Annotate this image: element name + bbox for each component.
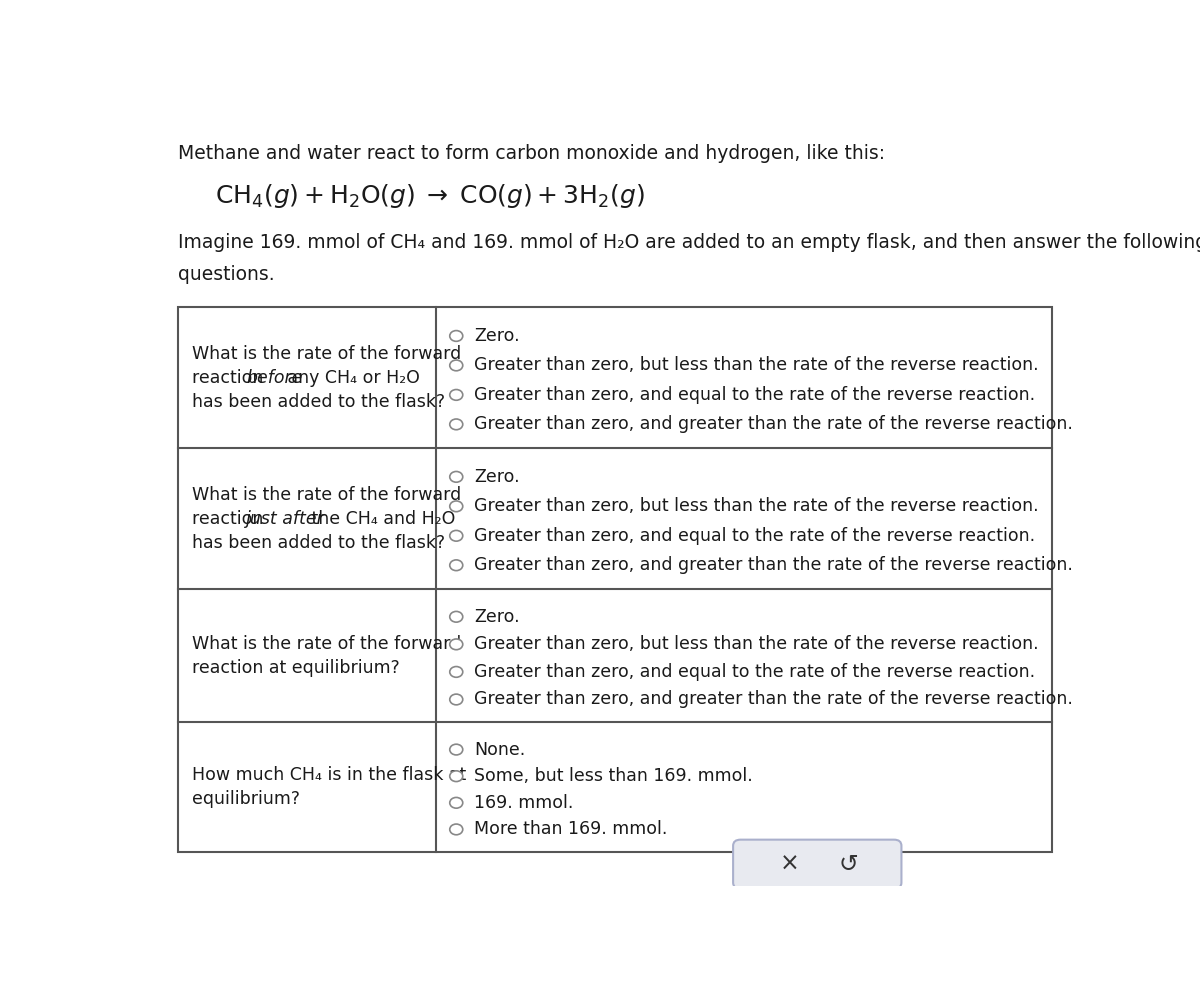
Text: reaction: reaction (192, 510, 269, 528)
Circle shape (450, 560, 463, 571)
Text: the CH₄ and H₂O: the CH₄ and H₂O (306, 510, 455, 528)
Text: What is the rate of the forward: What is the rate of the forward (192, 486, 461, 504)
Text: How much CH₄ is in the flask at: How much CH₄ is in the flask at (192, 766, 466, 784)
Circle shape (450, 666, 463, 677)
Text: Greater than zero, and equal to the rate of the reverse reaction.: Greater than zero, and equal to the rate… (474, 663, 1036, 681)
Circle shape (450, 798, 463, 808)
Text: ↺: ↺ (838, 853, 858, 876)
Text: Greater than zero, and equal to the rate of the reverse reaction.: Greater than zero, and equal to the rate… (474, 527, 1036, 545)
Text: just after: just after (246, 510, 325, 528)
Text: Greater than zero, and greater than the rate of the reverse reaction.: Greater than zero, and greater than the … (474, 556, 1073, 575)
Text: questions.: questions. (178, 265, 275, 284)
Text: has been added to the flask?: has been added to the flask? (192, 534, 445, 552)
Text: has been added to the flask?: has been added to the flask? (192, 392, 445, 410)
Text: $\mathregular{CH_4}(g)+\mathregular{H_2O}(g)\;\rightarrow\;\mathregular{CO}(g)+3: $\mathregular{CH_4}(g)+\mathregular{H_2O… (215, 182, 644, 210)
Text: any CH₄ or H₂O: any CH₄ or H₂O (282, 369, 420, 386)
Text: What is the rate of the forward: What is the rate of the forward (192, 345, 461, 364)
Text: reaction at equilibrium?: reaction at equilibrium? (192, 658, 400, 676)
Text: Greater than zero, and greater than the rate of the reverse reaction.: Greater than zero, and greater than the … (474, 690, 1073, 708)
Circle shape (450, 501, 463, 512)
Text: Greater than zero, and greater than the rate of the reverse reaction.: Greater than zero, and greater than the … (474, 415, 1073, 433)
Text: Greater than zero, but less than the rate of the reverse reaction.: Greater than zero, but less than the rat… (474, 635, 1038, 653)
Text: Some, but less than 169. mmol.: Some, but less than 169. mmol. (474, 767, 752, 785)
Circle shape (450, 612, 463, 622)
Text: Zero.: Zero. (474, 327, 520, 345)
Text: What is the rate of the forward: What is the rate of the forward (192, 634, 461, 653)
Text: before: before (246, 369, 302, 386)
Text: Imagine 169. mmol of CH₄ and 169. mmol of H₂O are added to an empty flask, and t: Imagine 169. mmol of CH₄ and 169. mmol o… (178, 233, 1200, 252)
Text: equilibrium?: equilibrium? (192, 790, 300, 808)
FancyBboxPatch shape (733, 840, 901, 888)
Text: Greater than zero, but less than the rate of the reverse reaction.: Greater than zero, but less than the rat… (474, 357, 1038, 374)
Text: ×: × (780, 853, 799, 876)
Text: Methane and water react to form carbon monoxide and hydrogen, like this:: Methane and water react to form carbon m… (178, 144, 886, 163)
Circle shape (450, 824, 463, 835)
Text: Greater than zero, but less than the rate of the reverse reaction.: Greater than zero, but less than the rat… (474, 497, 1038, 515)
Circle shape (450, 471, 463, 482)
Text: reaction: reaction (192, 369, 269, 386)
Text: Greater than zero, and equal to the rate of the reverse reaction.: Greater than zero, and equal to the rate… (474, 385, 1036, 404)
Text: Zero.: Zero. (474, 608, 520, 625)
Text: More than 169. mmol.: More than 169. mmol. (474, 821, 667, 839)
Circle shape (450, 771, 463, 782)
Circle shape (450, 694, 463, 705)
Text: 169. mmol.: 169. mmol. (474, 794, 574, 812)
Text: None.: None. (474, 741, 526, 759)
Circle shape (450, 331, 463, 342)
Text: Zero.: Zero. (474, 468, 520, 486)
Bar (178, 308, 1052, 852)
Circle shape (450, 361, 463, 371)
Circle shape (450, 744, 463, 755)
Circle shape (450, 639, 463, 649)
Circle shape (450, 419, 463, 429)
Circle shape (450, 531, 463, 541)
Circle shape (450, 389, 463, 400)
